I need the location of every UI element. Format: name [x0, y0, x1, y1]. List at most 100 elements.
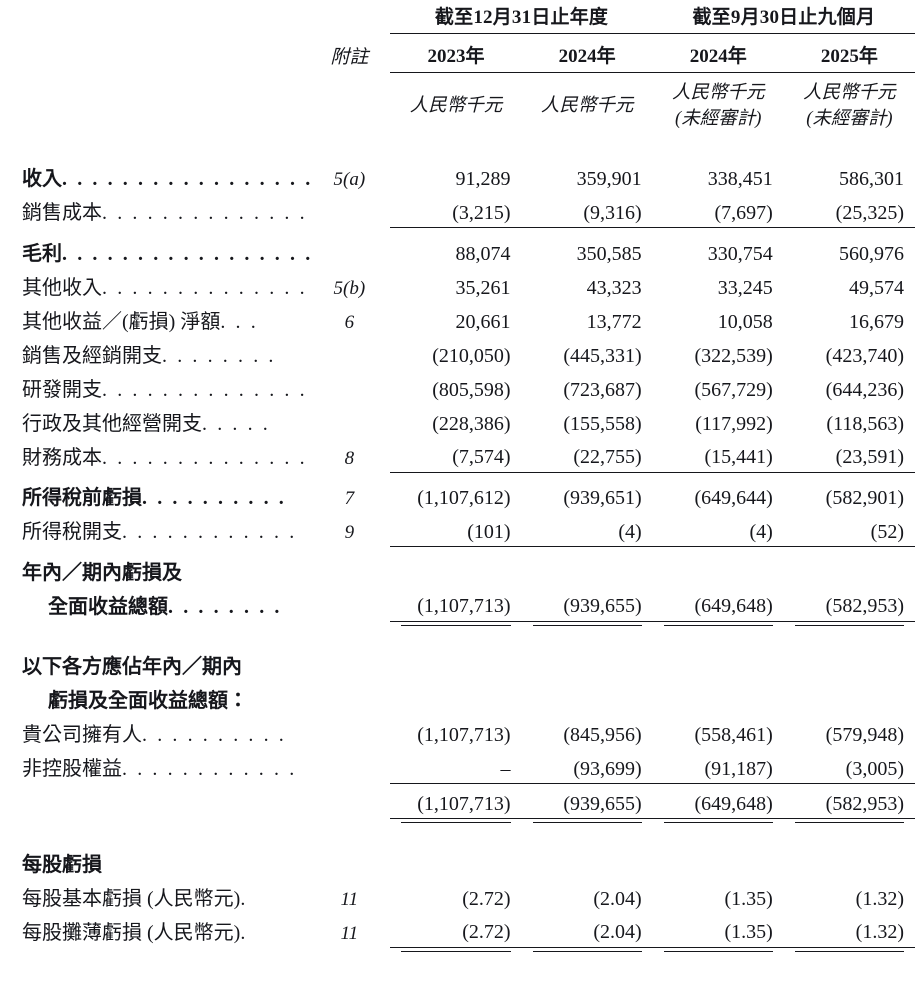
cell-diluted-loss-per-share-c3: (1.35)	[652, 913, 784, 952]
cell-other-gains-losses-c4: 16,679	[849, 310, 904, 333]
cell-other-gains-losses-c3: 10,058	[717, 310, 773, 333]
row-note-selling-distribution	[308, 336, 390, 370]
cell-other-income-c3: 33,245	[717, 276, 773, 299]
header-spacer-note-2	[308, 73, 390, 134]
leader-dots: .	[240, 887, 248, 910]
cell-attribution-total-c4: (582,953)	[783, 790, 915, 823]
row-note-basic-loss-per-share: 11	[340, 888, 359, 910]
cell-other-income-c2: 43,323	[586, 276, 642, 299]
table-row: 每股攤薄虧損 (人民幣元). 11 (2.72) (2.04) (1.35) (…	[0, 913, 915, 952]
header-group-annual: 截至12月31日止年度	[390, 0, 653, 34]
row-label-other-gains-losses: 其他收益／(虧損) 淨額. . .	[22, 310, 259, 333]
cell-revenue-c2: 359,901	[576, 168, 642, 191]
cell-empty	[784, 553, 915, 587]
cell-rnd-expenses-c1: (805,598)	[432, 378, 511, 401]
cell-basic-loss-per-share-c2: (2.04)	[593, 887, 642, 910]
cell-revenue-c1: 91,289	[455, 168, 511, 191]
cell-empty	[653, 682, 784, 716]
table-row: 貴公司擁有人. . . . . . . . . . (1,107,713) (8…	[0, 716, 915, 750]
header-year-2023: 2023年	[390, 33, 522, 73]
leader-dots: . . . . . . . . . . . .	[122, 758, 297, 781]
attribution-heading-line2: 虧損及全面收益總額：	[48, 690, 248, 713]
row-label-finance-costs: 財務成本. . . . . . . . . . . . . .	[22, 446, 308, 469]
cell-empty	[308, 845, 390, 879]
eps-section-heading: 每股虧損	[22, 853, 102, 876]
table-row: 所得稅前虧損. . . . . . . . . . 7 (1,107,612) …	[0, 479, 915, 513]
cell-income-tax-expense-c2: (4)	[521, 512, 653, 548]
row-label-admin-other-operating: 行政及其他經營開支. . . . .	[22, 412, 271, 435]
row-label-basic-loss-per-share: 每股基本虧損 (人民幣元).	[22, 887, 248, 910]
cell-admin-other-operating-c3: (117,992)	[695, 412, 773, 435]
cell-non-controlling-interests-c1: –	[390, 749, 522, 785]
cell-empty	[390, 648, 521, 682]
table-row: 毛利. . . . . . . . . . . . . . . . . 88,0…	[0, 234, 915, 268]
cell-owners-of-company-c2: (845,956)	[563, 724, 642, 747]
cell-loss-before-tax-c2: (939,651)	[563, 487, 642, 510]
cell-empty	[784, 845, 915, 879]
leader-dots: . . . . . . . . . . . . . .	[102, 202, 308, 225]
cell-diluted-loss-per-share-c2: (2.04)	[521, 913, 653, 952]
header-unit-col2-line1: 人民幣千元	[540, 96, 634, 117]
cell-rnd-expenses-c3: (567,729)	[694, 378, 773, 401]
row-label-revenue: 收入. . . . . . . . . . . . . . . . .	[22, 168, 313, 191]
header-unit-col4-line2: (未經審計)	[806, 109, 893, 130]
row-note-rnd-expenses	[308, 370, 390, 404]
cell-gross-profit-c1: 88,074	[455, 242, 511, 265]
leader-dots: . . . . . . . .	[168, 595, 282, 618]
row-label-cost-of-sales: 銷售成本. . . . . . . . . . . . . .	[22, 202, 308, 225]
cell-total-comprehensive-loss-c4: (582,953)	[783, 587, 915, 626]
cell-other-gains-losses-c1: 20,661	[455, 310, 511, 333]
header-group-row: 截至12月31日止年度 截至9月30日止九個月	[0, 0, 915, 34]
cell-empty	[522, 682, 653, 716]
header-year-2024-annual: 2024年	[521, 33, 653, 73]
header-unit-col2: 人民幣千元	[522, 73, 653, 134]
cell-total-comprehensive-loss-c1: (1,107,713)	[390, 587, 522, 626]
header-group-nine-months: 截至9月30日止九個月	[652, 0, 915, 34]
cell-revenue-c4: 586,301	[839, 168, 904, 191]
cell-empty	[390, 682, 521, 716]
leader-dots: . . .	[220, 310, 259, 333]
leader-dots: . . . . . . . . . .	[142, 487, 287, 510]
cell-other-gains-losses-c2: 13,772	[586, 310, 642, 333]
table-row: 研發開支. . . . . . . . . . . . . . (805,598…	[0, 370, 915, 404]
cell-cost-of-sales-c4: (25,325)	[783, 193, 915, 229]
header-unit-col1-line1: 人民幣千元	[409, 96, 503, 117]
row-note-income-tax-expense: 9	[344, 522, 355, 544]
row-label-rnd-expenses: 研發開支. . . . . . . . . . . . . .	[22, 378, 308, 401]
cell-empty	[784, 648, 915, 682]
table-row: 銷售及經銷開支. . . . . . . . (210,050) (445,33…	[0, 336, 915, 370]
cell-selling-distribution-c3: (322,539)	[694, 344, 773, 367]
cell-empty	[522, 648, 653, 682]
header-unit-col4-line1: 人民幣千元	[803, 83, 896, 103]
leader-dots: .	[240, 921, 248, 944]
row-label-diluted-loss-per-share: 每股攤薄虧損 (人民幣元).	[22, 921, 248, 944]
row-note-admin-other-operating	[308, 404, 390, 438]
cell-loss-before-tax-c3: (649,644)	[694, 487, 773, 510]
table-row: 虧損及全面收益總額：	[0, 682, 915, 716]
row-label-non-controlling-interests: 非控股權益. . . . . . . . . . . .	[22, 758, 297, 781]
row-note-gross-profit	[308, 234, 390, 268]
header-unit-col3-line1: 人民幣千元	[671, 83, 765, 103]
cell-selling-distribution-c1: (210,050)	[432, 344, 511, 367]
header-unit-col3: 人民幣千元 (未經審計)	[653, 73, 784, 134]
row-label-attribution-total	[0, 790, 308, 819]
table-row: 以下各方應佔年內／期內	[0, 648, 915, 682]
table-row: 其他收入. . . . . . . . . . . . . . 5(b) 35,…	[0, 268, 915, 302]
cell-rnd-expenses-c4: (644,236)	[825, 378, 904, 401]
row-note-attribution-total	[308, 790, 390, 819]
row-note-total-comprehensive-loss	[308, 587, 390, 621]
header-spacer	[0, 0, 308, 34]
row-label-other-income: 其他收入. . . . . . . . . . . . . .	[22, 276, 308, 299]
leader-dots: . . . . . . . . . . . . . .	[102, 446, 308, 469]
spacer-row-top	[0, 134, 915, 160]
cell-admin-other-operating-c4: (118,563)	[826, 412, 904, 435]
attribution-heading-line1: 以下各方應佔年內／期內	[22, 656, 242, 679]
cell-other-income-c4: 49,574	[849, 276, 904, 299]
cell-selling-distribution-c2: (445,331)	[563, 344, 642, 367]
leader-dots: . . . . . . . . . . . . . .	[102, 276, 308, 299]
cell-empty	[653, 845, 784, 879]
cell-attribution-total-c2: (939,655)	[521, 790, 653, 823]
cell-admin-other-operating-c2: (155,558)	[563, 412, 642, 435]
header-unit-col4: 人民幣千元 (未經審計)	[784, 73, 915, 134]
cell-loss-before-tax-c1: (1,107,612)	[417, 487, 511, 510]
